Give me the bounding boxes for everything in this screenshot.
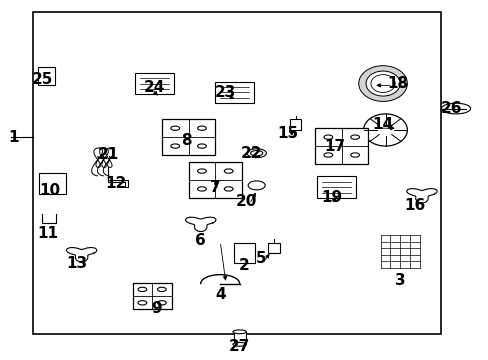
Text: 19: 19	[321, 190, 342, 205]
Text: 24: 24	[143, 80, 165, 95]
Bar	[39, 173, 66, 194]
Ellipse shape	[350, 135, 359, 139]
Text: 4: 4	[214, 287, 225, 302]
Bar	[233, 332, 245, 344]
Ellipse shape	[197, 144, 206, 148]
Text: 7: 7	[209, 180, 220, 195]
Ellipse shape	[324, 135, 332, 139]
Text: 21: 21	[98, 148, 119, 162]
Ellipse shape	[246, 149, 266, 158]
Ellipse shape	[138, 287, 146, 292]
Bar	[233, 243, 255, 263]
Text: 20: 20	[236, 194, 257, 209]
Text: 3: 3	[394, 273, 405, 288]
Ellipse shape	[224, 187, 233, 191]
Text: 6: 6	[195, 233, 206, 248]
Ellipse shape	[197, 126, 206, 130]
Bar	[132, 283, 171, 310]
Text: 9: 9	[151, 301, 162, 316]
Bar	[289, 119, 301, 130]
Text: 8: 8	[181, 133, 191, 148]
Text: 16: 16	[403, 198, 425, 212]
Text: 17: 17	[323, 139, 345, 154]
Ellipse shape	[324, 153, 332, 157]
Ellipse shape	[138, 301, 146, 305]
Text: 18: 18	[386, 76, 407, 91]
Ellipse shape	[170, 144, 179, 148]
Text: 26: 26	[440, 101, 461, 116]
Bar	[317, 176, 356, 198]
Text: 25: 25	[32, 72, 53, 87]
Ellipse shape	[350, 153, 359, 157]
Wedge shape	[358, 66, 407, 102]
Text: 13: 13	[66, 256, 87, 271]
Text: 27: 27	[228, 339, 250, 354]
Text: 5: 5	[256, 251, 266, 266]
Bar	[267, 243, 279, 253]
Text: 23: 23	[214, 85, 235, 100]
Bar	[135, 73, 174, 94]
Bar	[314, 128, 368, 164]
Text: 1: 1	[8, 130, 19, 145]
Ellipse shape	[232, 342, 246, 346]
Ellipse shape	[197, 187, 206, 191]
Ellipse shape	[197, 169, 206, 173]
Bar	[188, 162, 242, 198]
Text: 11: 11	[37, 226, 58, 241]
Text: 15: 15	[277, 126, 298, 141]
Text: 2: 2	[239, 258, 249, 273]
Ellipse shape	[224, 169, 233, 173]
Ellipse shape	[250, 150, 262, 156]
Ellipse shape	[441, 103, 469, 114]
Text: 22: 22	[241, 146, 262, 161]
Text: 14: 14	[372, 117, 393, 132]
Bar	[38, 67, 55, 85]
Ellipse shape	[157, 287, 166, 292]
Ellipse shape	[232, 330, 246, 334]
Text: 12: 12	[105, 176, 126, 191]
Bar	[33, 12, 441, 334]
Bar	[162, 119, 215, 155]
Text: 10: 10	[40, 183, 61, 198]
Bar	[215, 82, 254, 103]
Ellipse shape	[170, 126, 179, 130]
Ellipse shape	[157, 301, 166, 305]
Ellipse shape	[247, 181, 264, 190]
